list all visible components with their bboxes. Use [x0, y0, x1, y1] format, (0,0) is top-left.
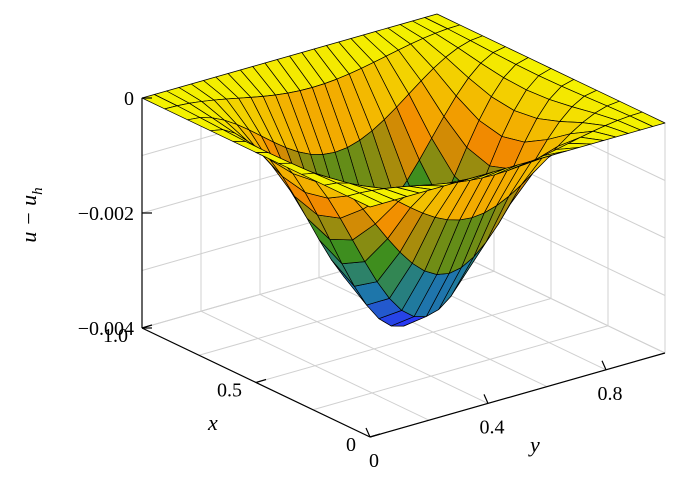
- y-axis-line: [369, 352, 666, 438]
- z-tick-label: −0.004: [78, 318, 134, 340]
- grid-line: [312, 325, 609, 411]
- grid-line: [259, 293, 489, 404]
- y-tick-label: 0: [369, 450, 379, 472]
- z-tick-label: 0: [124, 88, 134, 110]
- z-axis-label-sub: h: [30, 187, 46, 195]
- tick-labels: 0 0.5 1.0 0 0.4 0.8 0 −0.002 −0.004: [78, 88, 623, 472]
- axes: [141, 97, 666, 438]
- grid-line: [200, 310, 430, 421]
- x-tick-label: 0: [346, 434, 356, 456]
- z-axis-label-main: u − u: [16, 195, 41, 243]
- y-tick-mark: [483, 394, 489, 404]
- grid-line: [255, 298, 552, 383]
- z-axis-label: u − uh: [16, 187, 46, 242]
- surface-mesh: [141, 13, 666, 327]
- x-axis-label: x: [207, 410, 218, 435]
- grid-line: [436, 243, 666, 354]
- surface-patch: [346, 192, 383, 208]
- x-tick-label: 1.0: [103, 325, 128, 347]
- x-tick-label: 0.5: [217, 380, 242, 402]
- grid-line: [318, 277, 548, 388]
- y-axis-label: y: [528, 432, 540, 457]
- y-tick-label: 0.8: [598, 383, 623, 405]
- x-tick-mark: [255, 378, 267, 384]
- y-tick-mark: [365, 427, 371, 438]
- x-tick-mark: [369, 433, 381, 438]
- z-tick-label: −0.002: [78, 203, 134, 225]
- y-tick-label: 0.4: [480, 416, 505, 438]
- y-tick-mark: [601, 360, 607, 371]
